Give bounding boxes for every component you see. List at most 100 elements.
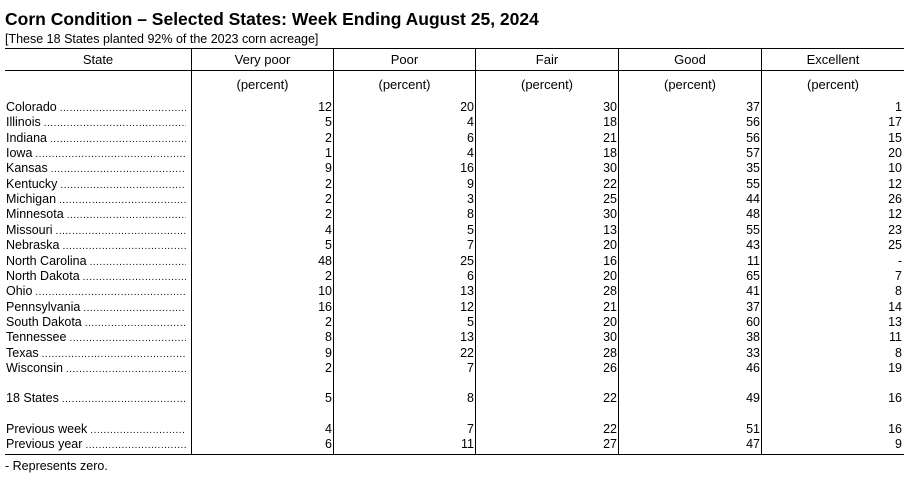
- column-divider: [475, 48, 476, 454]
- state-name: Ohio: [6, 284, 33, 298]
- value-good: 37: [746, 100, 760, 114]
- table-row: Iowa....................................…: [5, 146, 904, 161]
- value-good: 11: [747, 254, 760, 268]
- value-poor: 25: [460, 254, 474, 268]
- unit-label-very-poor: (percent): [236, 77, 289, 92]
- value-poor: 8: [467, 391, 474, 405]
- header-excellent: Excellent: [806, 52, 860, 67]
- value-poor: 3: [467, 192, 474, 206]
- value-fair: 28: [603, 346, 617, 360]
- value-very-poor: 16: [318, 300, 332, 314]
- unit-label-good: (percent): [663, 77, 717, 92]
- value-very-poor: 9: [325, 346, 332, 360]
- state-cell: Pennsylvania............................…: [6, 300, 186, 315]
- value-excellent: 1: [895, 100, 902, 114]
- value-excellent: 10: [888, 161, 902, 175]
- value-excellent: 25: [888, 238, 902, 252]
- value-excellent: 14: [888, 300, 902, 314]
- value-fair: 30: [603, 100, 617, 114]
- value-fair: 13: [603, 223, 617, 237]
- table-row: Ohio....................................…: [5, 284, 904, 299]
- value-poor: 22: [460, 346, 474, 360]
- value-very-poor: 4: [325, 223, 332, 237]
- dot-leader: ........................................…: [65, 364, 186, 375]
- value-very-poor: 48: [318, 254, 332, 268]
- state-cell: Illinois................................…: [6, 115, 186, 130]
- value-very-poor: 2: [325, 315, 332, 329]
- state-name: Tennessee: [6, 330, 67, 344]
- unit-label-fair: (percent): [520, 77, 574, 92]
- state-name: Pennsylvania: [6, 300, 81, 314]
- value-good: 60: [746, 315, 760, 329]
- state-name: Michigan: [6, 192, 57, 206]
- value-poor: 13: [460, 330, 474, 344]
- value-excellent: 20: [888, 146, 902, 160]
- value-poor: 5: [467, 315, 474, 329]
- table-row: Missouri................................…: [5, 223, 904, 238]
- dot-leader: ........................................…: [50, 164, 186, 175]
- unit-label-excellent: (percent): [806, 77, 860, 92]
- state-cell: Colorado................................…: [6, 100, 186, 115]
- state-name: Iowa: [6, 146, 33, 160]
- value-good: 35: [746, 161, 760, 175]
- dot-leader: ........................................…: [83, 303, 186, 314]
- state-cell: North Carolina..........................…: [6, 254, 186, 269]
- value-very-poor: 5: [325, 115, 332, 129]
- header-good: Good: [674, 52, 706, 67]
- header-very-poor: Very poor: [234, 52, 291, 67]
- table-row: Tennessee...............................…: [5, 330, 904, 345]
- value-excellent: 7: [895, 269, 902, 283]
- dot-leader: ........................................…: [43, 118, 186, 129]
- state-name: Illinois: [6, 115, 41, 129]
- state-cell: Previous week...........................…: [6, 422, 186, 437]
- value-excellent: 9: [895, 437, 902, 451]
- dot-leader: ........................................…: [62, 241, 187, 252]
- value-excellent: 12: [888, 177, 902, 191]
- state-cell: 18 States...............................…: [6, 391, 186, 406]
- value-excellent: 19: [888, 361, 902, 375]
- table-row: North Dakota............................…: [5, 269, 904, 284]
- value-poor: 4: [467, 115, 474, 129]
- value-excellent: 13: [888, 315, 902, 329]
- dot-leader: ........................................…: [61, 394, 186, 405]
- value-very-poor: 5: [325, 391, 332, 405]
- value-fair: 27: [603, 437, 617, 451]
- dot-leader: ........................................…: [59, 103, 186, 114]
- value-good: 43: [746, 238, 760, 252]
- value-fair: 18: [603, 115, 617, 129]
- state-cell: Previous year...........................…: [6, 437, 186, 452]
- value-very-poor: 12: [318, 100, 332, 114]
- dot-leader: ........................................…: [55, 226, 186, 237]
- value-good: 56: [746, 131, 760, 145]
- state-cell: Iowa....................................…: [6, 146, 186, 161]
- value-very-poor: 2: [325, 207, 332, 221]
- state-cell: Wisconsin...............................…: [6, 361, 186, 376]
- dot-leader: ........................................…: [84, 318, 186, 329]
- dot-leader: ........................................…: [85, 440, 186, 451]
- state-name: Previous year: [6, 437, 83, 451]
- value-good: 55: [746, 177, 760, 191]
- state-name: Colorado: [6, 100, 57, 114]
- value-poor: 6: [467, 131, 474, 145]
- value-fair: 25: [603, 192, 617, 206]
- state-name: Texas: [6, 346, 39, 360]
- state-name: Indiana: [6, 131, 48, 145]
- value-good: 33: [746, 346, 760, 360]
- value-poor: 12: [460, 300, 474, 314]
- value-fair: 30: [603, 330, 617, 344]
- value-very-poor: 2: [325, 177, 332, 191]
- value-fair: 28: [603, 284, 617, 298]
- summary-row: 18 States...............................…: [5, 391, 904, 406]
- table-row: North Carolina..........................…: [5, 254, 904, 269]
- dot-leader: ........................................…: [66, 210, 186, 221]
- value-fair: 26: [603, 361, 617, 375]
- state-name: Kansas: [6, 161, 48, 175]
- header-state: State: [82, 52, 114, 67]
- value-very-poor: 6: [325, 437, 332, 451]
- table-row: Texas...................................…: [5, 346, 904, 361]
- value-fair: 22: [603, 391, 617, 405]
- value-excellent: 11: [889, 330, 902, 344]
- value-excellent: 12: [888, 207, 902, 221]
- value-good: 57: [746, 146, 760, 160]
- value-very-poor: 8: [325, 330, 332, 344]
